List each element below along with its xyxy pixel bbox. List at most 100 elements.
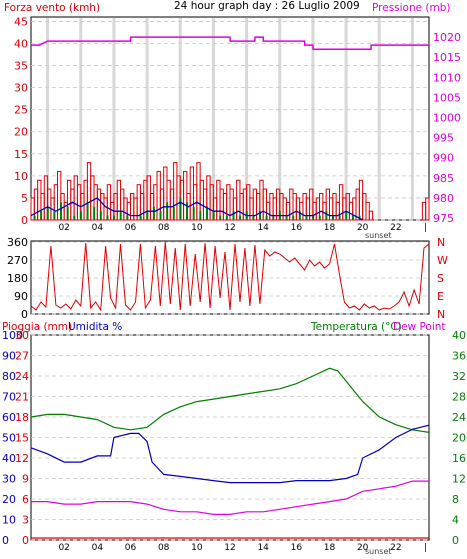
wind-y-tick: 35 (14, 60, 28, 73)
wind-y-tick: 40 (14, 37, 28, 50)
gust-bar (40, 211, 43, 220)
humidity-y-ticks: 0 10 20 30 40 50 60 70 80 90 100 (2, 329, 23, 547)
compass-tick: W (437, 254, 448, 267)
gust-bar (312, 215, 315, 220)
direction-y-tick: 0 (21, 308, 28, 321)
gust-bar (172, 206, 175, 220)
temperature-y-tick: 20 (452, 432, 466, 445)
temperature-axis-title: Temperatura (°C) (310, 321, 402, 333)
direction-y-tick: 180 (7, 272, 28, 285)
humidity-y-tick: 50 (2, 432, 16, 445)
humidity-y-tick: 100 (2, 329, 23, 342)
x-tick-label: 14 (257, 223, 269, 233)
pressure-y-tick: 1015 (433, 51, 461, 64)
temp-panel-grid (31, 334, 429, 541)
pressure-y-tick: 995 (433, 132, 454, 145)
x-tick-label: 02 (58, 543, 69, 553)
gust-bar (146, 211, 149, 220)
x-tick-label: 16 (291, 543, 303, 553)
compass-tick: E (437, 290, 444, 303)
gust-bar (139, 215, 142, 220)
humidity-y-tick: 0 (2, 534, 9, 547)
temperature-y-tick: 40 (452, 329, 466, 342)
wind-direction-line (30, 241, 430, 312)
humidity-y-tick: 10 (2, 514, 16, 527)
sunset-label-bottom: sunset (365, 547, 392, 556)
gust-bar (99, 211, 102, 220)
gust-bar (199, 211, 202, 220)
direction-y-tick: 360 (7, 236, 28, 249)
gust-bar (86, 202, 89, 220)
temperature-y-tick: 0 (452, 534, 459, 547)
dewpoint-axis-title: Dew Point (393, 321, 446, 333)
temperature-y-ticks: 0 4 8 12 16 20 24 28 32 36 40 (452, 329, 466, 547)
gust-bar (272, 215, 275, 220)
gust-bar (166, 202, 169, 220)
x-tick-label: 06 (125, 543, 137, 553)
pressure-y-tick: 1005 (433, 91, 461, 104)
x-tick-label: 08 (158, 223, 170, 233)
pressure-line (31, 36, 429, 50)
gust-bar (53, 211, 56, 220)
rain-y-tick: 3 (22, 514, 29, 527)
direction-y-tick: 270 (7, 254, 28, 267)
direction-panel-grid (31, 241, 429, 315)
rain-y-tick: 12 (15, 452, 29, 465)
compass-tick: S (437, 272, 444, 285)
x-tick-label: 18 (324, 543, 336, 553)
direction-y-ticks: 0 90 180 270 360 (7, 236, 28, 321)
gust-bar (338, 215, 341, 220)
pressure-y-tick: 1020 (433, 31, 461, 44)
wind-y-tick: 45 (14, 15, 28, 28)
wind-lines (30, 36, 429, 221)
temperature-y-tick: 24 (452, 411, 466, 424)
gust-bar (292, 215, 295, 220)
wind-average-line (30, 197, 364, 221)
humidity-y-tick: 40 (2, 452, 16, 465)
compass-tick: N (437, 308, 445, 321)
rain-y-tick: 21 (15, 391, 29, 404)
temp-lines (30, 367, 430, 539)
wind-y-tick: 20 (14, 126, 28, 139)
x-end-mark: | (424, 223, 427, 233)
gust-bar (66, 206, 69, 220)
wind-axis-title: Forza vento (kmh) (4, 2, 100, 14)
gust-bar (219, 215, 222, 220)
humidity-line (30, 424, 430, 484)
gust-bar (192, 206, 195, 220)
wind-y-tick: 5 (21, 192, 28, 205)
gust-bar (106, 215, 109, 220)
pressure-axis-title: Pressione (mb) (372, 2, 451, 14)
pressure-y-tick: 975 (433, 212, 454, 225)
rain-y-tick: 15 (15, 432, 29, 445)
x-tick-label: 10 (191, 543, 203, 553)
gust-bar (33, 215, 36, 220)
direction-line (30, 241, 430, 312)
compass-tick: N (437, 236, 445, 249)
gust-bar (126, 215, 129, 220)
x-tick-label: 22 (390, 543, 401, 553)
wind-bar (368, 210, 374, 221)
gust-bar (152, 206, 155, 220)
humidity-y-tick: 60 (2, 411, 16, 424)
x-tick-label: 10 (191, 223, 203, 233)
x-tick-label: 18 (324, 223, 336, 233)
temperature-y-tick: 36 (452, 350, 466, 363)
pressure-y-tick: 1000 (433, 111, 461, 124)
x-tick-label: 20 (357, 543, 369, 553)
gust-bar (232, 211, 235, 220)
temperature-y-tick: 12 (452, 473, 466, 486)
gust-bar (331, 215, 334, 220)
rain-y-tick: 27 (15, 350, 29, 363)
gust-bar (159, 211, 162, 220)
rain-axis-title: Pioggia (mm) (2, 321, 72, 333)
temperature-y-tick: 4 (452, 514, 459, 527)
wind-x-ticks: 02 04 06 08 10 12 14 16 18 20 22 | (58, 223, 427, 233)
graph-title: 24 hour graph day : 26 Luglio 2009 (174, 0, 360, 12)
gust-bar (285, 215, 288, 220)
x-tick-label: 22 (390, 223, 401, 233)
gust-bar (79, 211, 82, 220)
